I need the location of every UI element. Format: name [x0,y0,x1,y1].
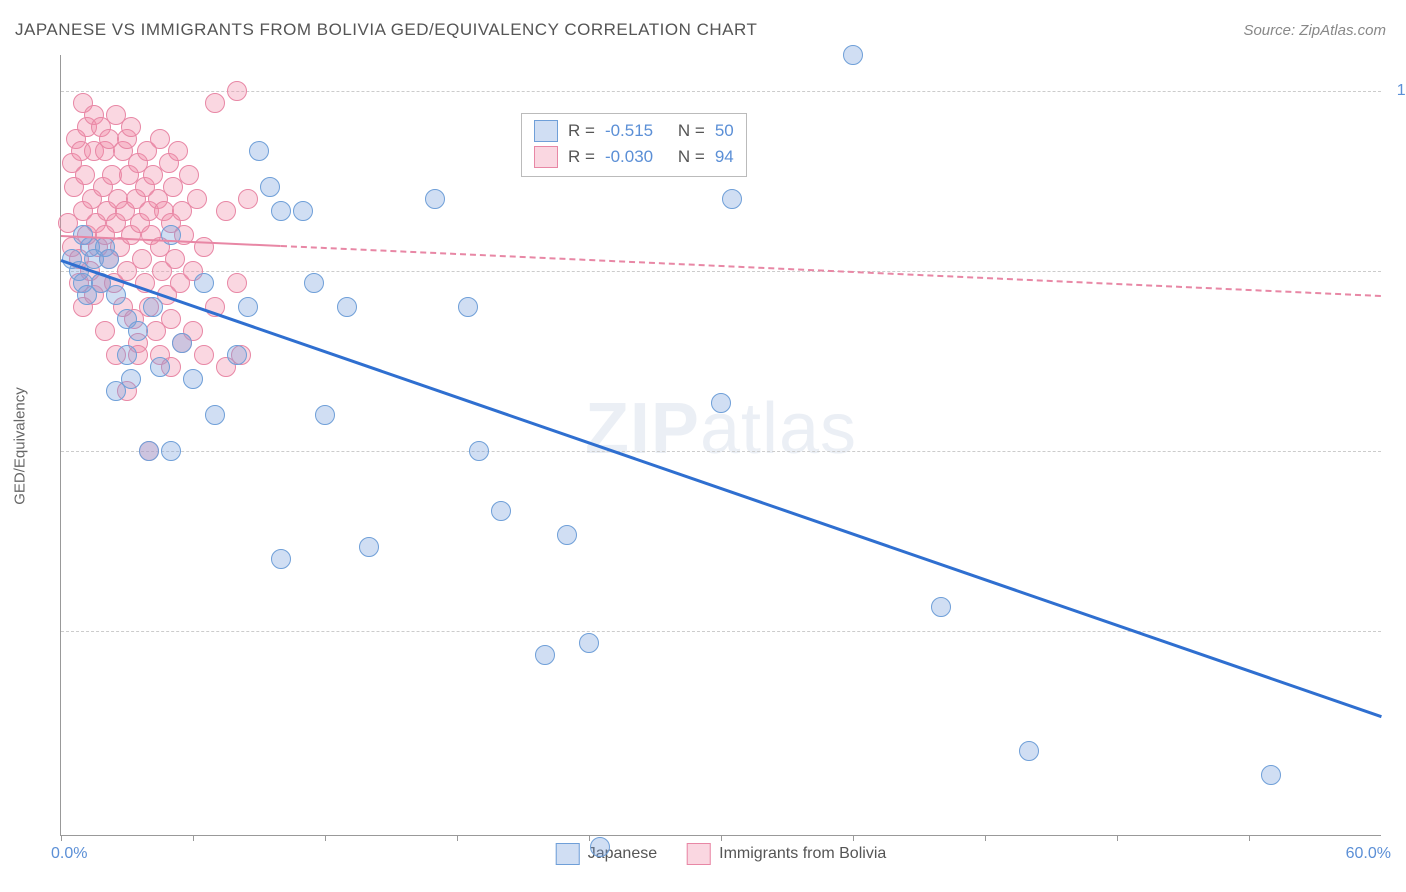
x-tick [193,835,194,841]
x-tick [1249,835,1250,841]
data-point [931,597,951,617]
x-tick [1117,835,1118,841]
watermark-bold: ZIP [585,389,700,469]
data-point [117,345,137,365]
data-point [557,525,577,545]
data-point [315,405,335,425]
data-point [238,297,258,317]
x-axis-end-label: 60.0% [1346,845,1391,863]
y-tick-label: 85.0% [1391,262,1406,280]
data-point [458,297,478,317]
data-point [722,189,742,209]
data-point [271,201,291,221]
n-value-japanese: 50 [715,121,734,141]
data-point [187,189,207,209]
legend-swatch-japanese [556,843,580,865]
legend-swatch-japanese [534,120,558,142]
gridline [61,631,1381,632]
data-point [469,441,489,461]
data-point [491,501,511,521]
data-point [337,297,357,317]
source-label: Source: ZipAtlas.com [1243,22,1386,39]
n-label: N = [678,121,705,141]
legend-stats-row: R = -0.030 N = 94 [534,144,734,170]
trendline [61,259,1382,718]
chart-container: JAPANESE VS IMMIGRANTS FROM BOLIVIA GED/… [0,0,1406,892]
y-tick-label: 55.0% [1391,622,1406,640]
data-point [194,237,214,257]
x-tick [853,835,854,841]
x-tick [985,835,986,841]
data-point [205,405,225,425]
data-point [1261,765,1281,785]
y-axis-title: GED/Equivalency [12,387,29,505]
r-label: R = [568,121,595,141]
data-point [238,189,258,209]
legend-item-bolivia: Immigrants from Bolivia [687,843,886,865]
data-point [1019,741,1039,761]
data-point [535,645,555,665]
data-point [216,201,236,221]
data-point [579,633,599,653]
r-value-japanese: -0.515 [605,121,653,141]
data-point [425,189,445,209]
data-point [590,837,610,857]
r-label: R = [568,147,595,167]
x-tick [721,835,722,841]
n-label: N = [678,147,705,167]
data-point [249,141,269,161]
data-point [359,537,379,557]
data-point [194,273,214,293]
data-point [227,345,247,365]
data-point [132,249,152,269]
plot-area: ZIPatlas R = -0.515 N = 50 R = -0.030 N … [60,55,1381,836]
legend-stats-row: R = -0.515 N = 50 [534,118,734,144]
data-point [172,333,192,353]
data-point [205,93,225,113]
data-point [106,285,126,305]
data-point [99,249,119,269]
legend-swatch-bolivia [687,843,711,865]
x-tick [325,835,326,841]
data-point [161,309,181,329]
x-tick [61,835,62,841]
gridline [61,451,1381,452]
data-point [304,273,324,293]
data-point [143,297,163,317]
chart-title: JAPANESE VS IMMIGRANTS FROM BOLIVIA GED/… [15,20,757,40]
data-point [293,201,313,221]
data-point [150,357,170,377]
data-point [150,129,170,149]
x-tick [457,835,458,841]
data-point [95,321,115,341]
gridline [61,91,1381,92]
y-tick-label: 100.0% [1391,82,1406,100]
legend-swatch-bolivia [534,146,558,168]
data-point [75,165,95,185]
data-point [168,141,188,161]
data-point [121,369,141,389]
data-point [260,177,280,197]
legend-stats: R = -0.515 N = 50 R = -0.030 N = 94 [521,113,747,177]
data-point [128,321,148,341]
r-value-bolivia: -0.030 [605,147,653,167]
x-axis-start-label: 0.0% [51,845,87,863]
data-point [227,273,247,293]
data-point [183,369,203,389]
legend-label-bolivia: Immigrants from Bolivia [719,845,886,863]
data-point [194,345,214,365]
gridline [61,271,1381,272]
data-point [121,117,141,137]
data-point [179,165,199,185]
data-point [161,441,181,461]
data-point [711,393,731,413]
y-tick-label: 70.0% [1391,442,1406,460]
data-point [271,549,291,569]
data-point [165,249,185,269]
data-point [843,45,863,65]
data-point [139,441,159,461]
data-point [227,81,247,101]
n-value-bolivia: 94 [715,147,734,167]
x-tick [589,835,590,841]
